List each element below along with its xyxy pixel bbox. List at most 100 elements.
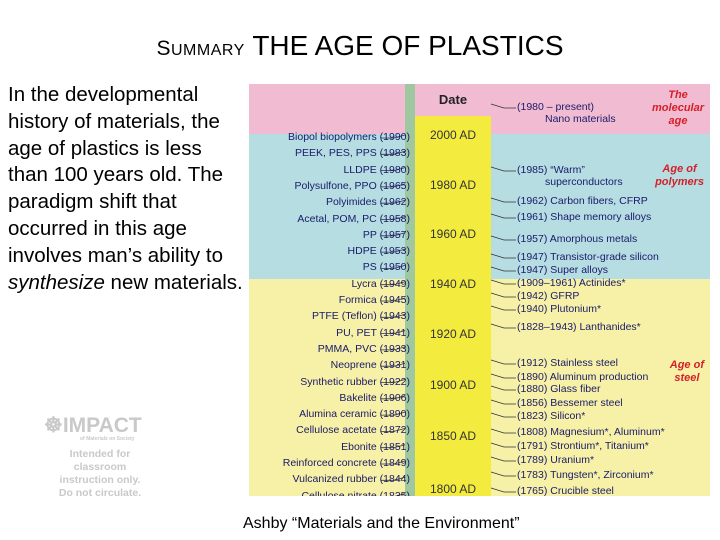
- left-connector-line: [381, 150, 406, 155]
- right-connector-line: [490, 487, 516, 493]
- right-material-label: (1962) Carbon fibers, CFRP: [517, 195, 648, 207]
- connector-lines: [381, 103, 516, 496]
- date-label: 1900 AD: [429, 378, 477, 392]
- logo-sub: of Materials on Society: [80, 436, 135, 442]
- left-connector-line: [381, 248, 406, 253]
- right-connector-line: [490, 213, 516, 219]
- left-material-label: PU, PET (1941): [336, 326, 410, 339]
- right-material-label: (1765) Crucible steel: [517, 485, 614, 496]
- date-label: 1980 AD: [429, 178, 477, 192]
- right-connector-line: [490, 442, 516, 448]
- left-material-label: PS (1950): [362, 261, 410, 274]
- right-material-label: (1961) Shape memory alloys: [517, 211, 652, 223]
- era-label: Age of steel: [669, 359, 704, 384]
- left-connector-line: [381, 362, 406, 367]
- left-material-label: PMMA, PVC (1933): [317, 342, 410, 355]
- left-connector-line: [381, 411, 406, 416]
- right-material-label: (1947) Super alloys: [517, 264, 609, 276]
- left-material-label: Polyimides (1962): [325, 196, 410, 209]
- right-material-label: Nano materials: [545, 113, 616, 125]
- right-connector-line: [490, 279, 516, 285]
- left-connector-line: [381, 330, 406, 335]
- left-material-label: Cellulose acetate (1872): [296, 424, 410, 437]
- left-connector-line: [381, 444, 406, 449]
- left-material-label: Alumina ceramic (1890): [299, 408, 410, 421]
- right-connector-line: [490, 197, 516, 203]
- left-material-label: HDPE (1953): [347, 245, 410, 258]
- left-connector-line: [381, 216, 406, 220]
- left-connector-line: [381, 265, 406, 269]
- right-material-label: (1957) Amorphous metals: [517, 233, 638, 245]
- right-material-label: (1985) “Warm”: [517, 164, 585, 176]
- date-column-top: [415, 84, 491, 116]
- left-material-label: Lycra (1949): [351, 277, 410, 290]
- timeline-axis: [405, 84, 415, 496]
- right-material-label: (1783) Tungsten*, Zirconium*: [517, 469, 654, 481]
- right-material-label: (1791) Strontium*, Titanium*: [517, 440, 649, 452]
- right-connector-line: [490, 323, 516, 329]
- era-label: Age of polymers: [655, 163, 704, 188]
- right-connector-line: [490, 456, 516, 462]
- left-connector-line: [381, 460, 406, 465]
- right-material-label: (1823) Silicon*: [517, 410, 586, 422]
- left-connector-line: [394, 493, 406, 496]
- right-connector-line: [490, 373, 516, 379]
- logo-note: Intended for classroom instruction only. Do…: [58, 448, 142, 499]
- left-material-label: Biopol biopolymers (1990): [288, 131, 410, 143]
- right-connector-line: [490, 359, 516, 365]
- left-material-label: Synthetic rubber (1922): [300, 375, 410, 388]
- date-header: Date: [438, 92, 468, 107]
- date-label: 1940 AD: [429, 277, 477, 291]
- left-material-label: Ebonite (1851): [341, 440, 410, 453]
- impact-logo: ☸IMPACT of Materials on Society Intended…: [38, 413, 148, 505]
- left-connector-line: [381, 297, 406, 302]
- left-material-label: Acetal, POM, PC (1958): [297, 212, 410, 225]
- right-connector-line: [490, 428, 516, 434]
- date-label: 1920 AD: [429, 327, 477, 341]
- left-material-label: PP (1957): [362, 228, 410, 241]
- left-material-label: Reinforced concrete (1849): [282, 457, 410, 469]
- left-material-label: Bakelite (1906): [339, 391, 410, 404]
- title-main: THE AGE OF PLASTICS: [252, 30, 564, 61]
- date-label: 2000 AD: [429, 128, 477, 142]
- title-summary: SUMMARY: [156, 37, 245, 60]
- era-label: The molecular age: [652, 89, 704, 127]
- date-label: 1800 AD: [429, 482, 477, 496]
- right-material-label: (1789) Uranium*: [517, 454, 595, 466]
- materials-timeline-figure: Date 2000 AD 1980 AD 1960 AD 1940 AD 1920 AD…: [249, 84, 710, 496]
- date-label: 1960 AD: [429, 227, 477, 241]
- right-connector-line: [490, 103, 516, 109]
- slide-title: SUMMARY THE AGE OF PLASTICS: [0, 30, 720, 62]
- left-connector-line: [381, 346, 406, 351]
- right-connector-line: [490, 166, 516, 172]
- right-material-label: (1856) Bessemer steel: [517, 397, 623, 409]
- left-connector-line: [381, 183, 406, 188]
- right-material-label: (1828–1943) Lanthanides*: [517, 321, 641, 333]
- left-connector-line: [381, 232, 406, 237]
- body-text-before: In the developmental history of material…: [8, 83, 224, 267]
- right-connector-line: [490, 399, 516, 405]
- left-material-label: Cellulose nitrate (1835): [301, 489, 410, 496]
- body-text-after: new materials.: [104, 270, 243, 294]
- left-connector-line: [381, 395, 406, 400]
- right-connector-line: [490, 292, 516, 298]
- left-connector-line: [381, 476, 406, 481]
- left-material-label: Vulcanized rubber (1844): [292, 473, 410, 486]
- right-material-label: (1912) Stainless steel: [517, 357, 618, 369]
- left-connector-line: [381, 167, 406, 171]
- right-connector-line: [490, 266, 516, 272]
- left-material-label: LLDPE (1980): [343, 163, 410, 176]
- right-connector-line: [490, 253, 516, 259]
- right-material-label: (1980 – present): [517, 101, 595, 113]
- left-connector-line: [381, 199, 406, 204]
- left-connector-line: [381, 379, 406, 383]
- left-connector-line: [381, 428, 406, 432]
- left-material-label: PEEK, PES, PPS (1983): [295, 147, 410, 160]
- body-emphasis: synthesize: [8, 270, 105, 294]
- right-material-label: (1808) Magnesium*, Aluminum*: [517, 426, 665, 438]
- left-material-label: Neoprene (1931): [330, 359, 410, 372]
- right-connector-line: [490, 235, 516, 241]
- right-material-label: (1880) Glass fiber: [517, 383, 601, 395]
- left-connector-line: [381, 281, 406, 286]
- right-material-label: (1947) Transistor-grade silicon: [517, 251, 659, 263]
